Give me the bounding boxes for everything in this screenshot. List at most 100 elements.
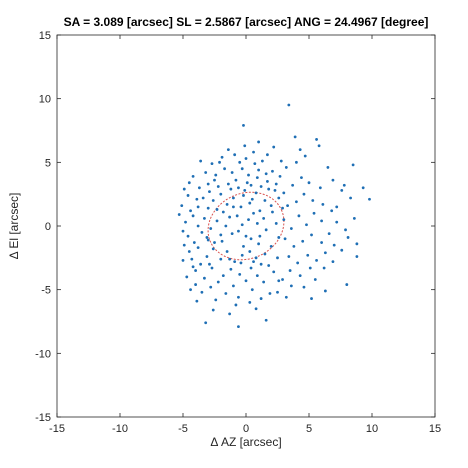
- data-point: [269, 204, 273, 208]
- data-point: [203, 216, 206, 220]
- data-point: [254, 307, 258, 311]
- data-point: [220, 155, 224, 159]
- y-tick-label: 10: [39, 94, 51, 106]
- data-point: [247, 218, 250, 222]
- data-point: [248, 250, 252, 253]
- data-point: [195, 197, 199, 201]
- data-point: [225, 202, 229, 206]
- data-point: [220, 239, 224, 243]
- data-point: [320, 219, 323, 223]
- data-point: [327, 232, 331, 236]
- data-point: [255, 222, 259, 225]
- data-point: [282, 191, 286, 195]
- x-axis-label: Δ AZ [arcsec]: [210, 435, 281, 449]
- data-point: [331, 260, 335, 264]
- data-point: [259, 262, 263, 266]
- data-point: [315, 138, 318, 141]
- data-point: [205, 255, 209, 258]
- data-point: [255, 274, 259, 278]
- data-point: [214, 173, 218, 177]
- data-point: [210, 162, 214, 166]
- data-point: [196, 246, 200, 250]
- y-tick-label: -5: [41, 285, 51, 297]
- data-point: [264, 318, 268, 322]
- data-point: [239, 261, 243, 265]
- data-point: [226, 148, 230, 152]
- data-point: [208, 190, 211, 194]
- data-point: [215, 219, 219, 223]
- data-point: [272, 145, 276, 149]
- data-point: [258, 209, 262, 213]
- data-point: [258, 234, 262, 238]
- data-point: [228, 257, 232, 261]
- data-point: [247, 173, 250, 177]
- points-layer: [177, 103, 371, 328]
- data-point: [267, 187, 271, 191]
- data-point: [297, 214, 301, 218]
- plot-area: [56, 34, 436, 418]
- data-point: [211, 247, 215, 251]
- data-point: [254, 256, 258, 260]
- data-point: [278, 174, 282, 178]
- data-point: [210, 266, 214, 270]
- data-point: [284, 166, 288, 169]
- data-point: [264, 172, 268, 176]
- data-point: [262, 216, 266, 220]
- data-point: [322, 266, 326, 270]
- data-point: [242, 244, 245, 248]
- data-point: [361, 186, 365, 190]
- data-point: [182, 243, 186, 247]
- data-point: [221, 274, 225, 278]
- data-point: [262, 280, 266, 284]
- data-point: [232, 284, 235, 288]
- data-point: [189, 288, 192, 292]
- data-point: [291, 183, 295, 187]
- data-point: [190, 257, 194, 261]
- data-point: [229, 267, 233, 271]
- data-point: [191, 174, 195, 178]
- data-point: [332, 243, 336, 247]
- data-point: [243, 144, 247, 148]
- data-point: [286, 204, 289, 208]
- data-point: [267, 264, 271, 267]
- data-point: [199, 159, 203, 163]
- data-point: [255, 176, 259, 180]
- data-point: [295, 200, 298, 204]
- axes-box: [56, 34, 436, 418]
- data-point: [216, 280, 220, 284]
- data-point: [216, 185, 220, 188]
- data-point: [355, 255, 359, 258]
- data-point: [352, 216, 356, 220]
- data-point: [257, 140, 260, 144]
- data-point: [223, 167, 226, 171]
- data-point: [318, 186, 322, 190]
- data-point: [266, 153, 269, 157]
- data-point: [237, 325, 240, 328]
- data-point: [340, 188, 344, 192]
- data-point: [206, 182, 210, 186]
- data-point: [276, 256, 279, 260]
- chart-title: SA = 3.089 [arcsec] SL = 2.5867 [arcsec]…: [64, 15, 429, 29]
- data-point: [253, 162, 257, 166]
- data-point: [230, 171, 234, 174]
- data-point: [192, 241, 196, 244]
- data-point: [182, 187, 186, 191]
- data-point: [181, 229, 185, 233]
- data-point: [302, 285, 306, 289]
- data-point: [281, 278, 284, 281]
- data-point: [224, 292, 228, 295]
- data-point: [233, 260, 237, 264]
- data-point: [226, 182, 230, 186]
- data-point: [232, 205, 235, 209]
- y-tick-label: 15: [39, 30, 51, 42]
- data-point: [277, 196, 281, 200]
- data-point: [268, 292, 272, 295]
- data-point: [189, 209, 192, 213]
- fit-ellipse: [207, 191, 285, 261]
- data-point: [234, 303, 238, 307]
- data-point: [296, 261, 300, 265]
- data-point: [281, 206, 284, 210]
- data-point: [277, 279, 281, 283]
- data-point: [250, 197, 254, 201]
